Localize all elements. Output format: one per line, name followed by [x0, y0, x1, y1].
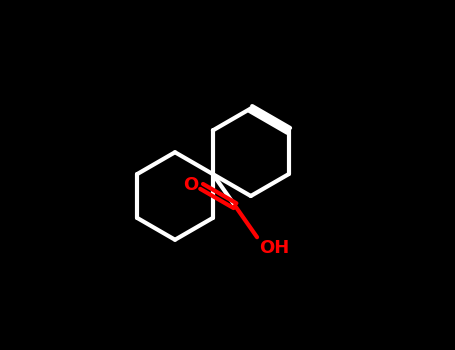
Text: O: O [183, 176, 199, 194]
Text: OH: OH [259, 239, 289, 257]
